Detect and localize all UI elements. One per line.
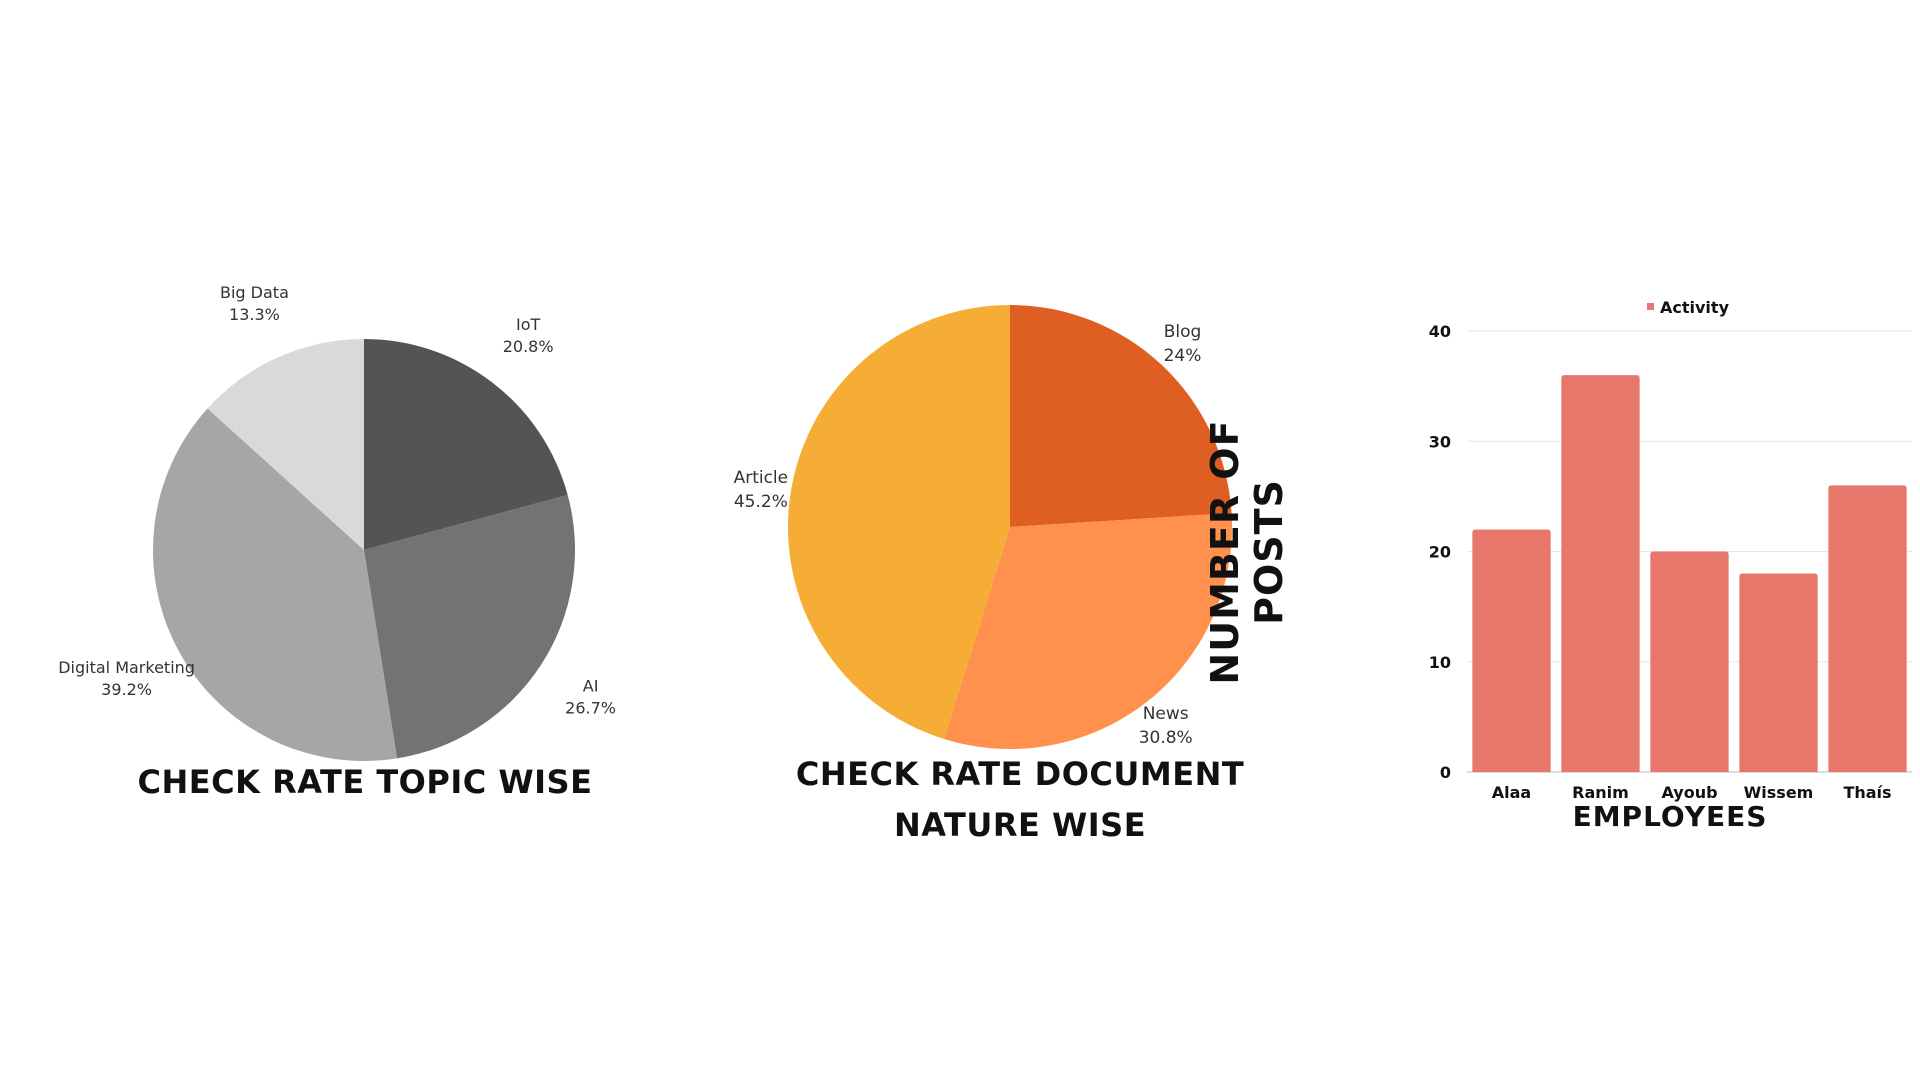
slice-value-ai: 26.7% — [565, 698, 616, 717]
bar-wissem — [1739, 573, 1818, 772]
slice-label-big-data: Big Data — [220, 283, 289, 302]
slice-value-blog: 24% — [1164, 346, 1202, 366]
legend-label-activity: Activity — [1660, 298, 1730, 317]
y-axis-title: NUMBER OF POSTS — [1203, 419, 1291, 685]
slice-label-digital-marketing: Digital Marketing — [58, 658, 195, 677]
y-tick-label: 0 — [1440, 763, 1451, 782]
slice-value-article: 45.2% — [734, 492, 788, 512]
pie-slice-article — [788, 305, 1010, 739]
slice-value-news: 30.8% — [1139, 728, 1193, 748]
pie-slice-iot — [364, 339, 568, 550]
activity-bar-chart: 0 10 20 30 40 Alaa Ranim Ayoub Wissem Thaís Activi… — [1429, 298, 1912, 802]
x-tick-label-wissem: Wissem — [1744, 783, 1814, 802]
topic-pie-chart: IoT 20.8% AI 26.7% Digital Marketing 39.2% Big… — [58, 283, 616, 761]
pie-slice-news — [944, 513, 1232, 749]
slice-label-article: Article — [734, 468, 789, 488]
x-tick-label-ayoub: Ayoub — [1661, 783, 1717, 802]
x-tick-label-ranim: Ranim — [1572, 783, 1629, 802]
slice-value-digital-marketing: 39.2% — [101, 680, 152, 699]
x-tick-label-alaa: Alaa — [1492, 783, 1531, 802]
bar-ranim — [1561, 375, 1640, 772]
document-nature-chart-title: CHECK RATE DOCUMENT NATURE WISE — [795, 755, 1245, 844]
slice-label-blog: Blog — [1164, 322, 1202, 342]
pie-slice-blog — [1010, 305, 1232, 527]
x-axis-title: EMPLOYEES — [1572, 800, 1768, 833]
y-tick-label: 20 — [1429, 543, 1451, 562]
y-tick-label: 40 — [1429, 322, 1451, 341]
slice-label-iot: IoT — [516, 315, 541, 334]
pie-slice-digital-marketing — [153, 408, 398, 761]
pie-slice-ai — [364, 494, 575, 759]
slice-label-ai: AI — [583, 676, 599, 695]
slice-value-big-data: 13.3% — [229, 305, 280, 324]
x-tick-label-thais: Thaís — [1843, 783, 1891, 802]
pie-slice-big-data — [207, 339, 364, 550]
y-tick-label: 10 — [1429, 653, 1451, 672]
bar-alaa — [1472, 529, 1551, 772]
bar-ayoub — [1650, 551, 1729, 772]
legend-swatch-activity — [1647, 303, 1654, 310]
y-tick-label: 30 — [1429, 432, 1451, 451]
document-nature-pie-chart: Blog 24% News 30.8% Article 45.2% — [734, 305, 1232, 749]
bar-thais — [1828, 485, 1907, 772]
slice-value-iot: 20.8% — [503, 337, 554, 356]
topic-chart-title: CHECK RATE TOPIC WISE — [137, 763, 593, 801]
slice-label-news: News — [1143, 704, 1189, 724]
